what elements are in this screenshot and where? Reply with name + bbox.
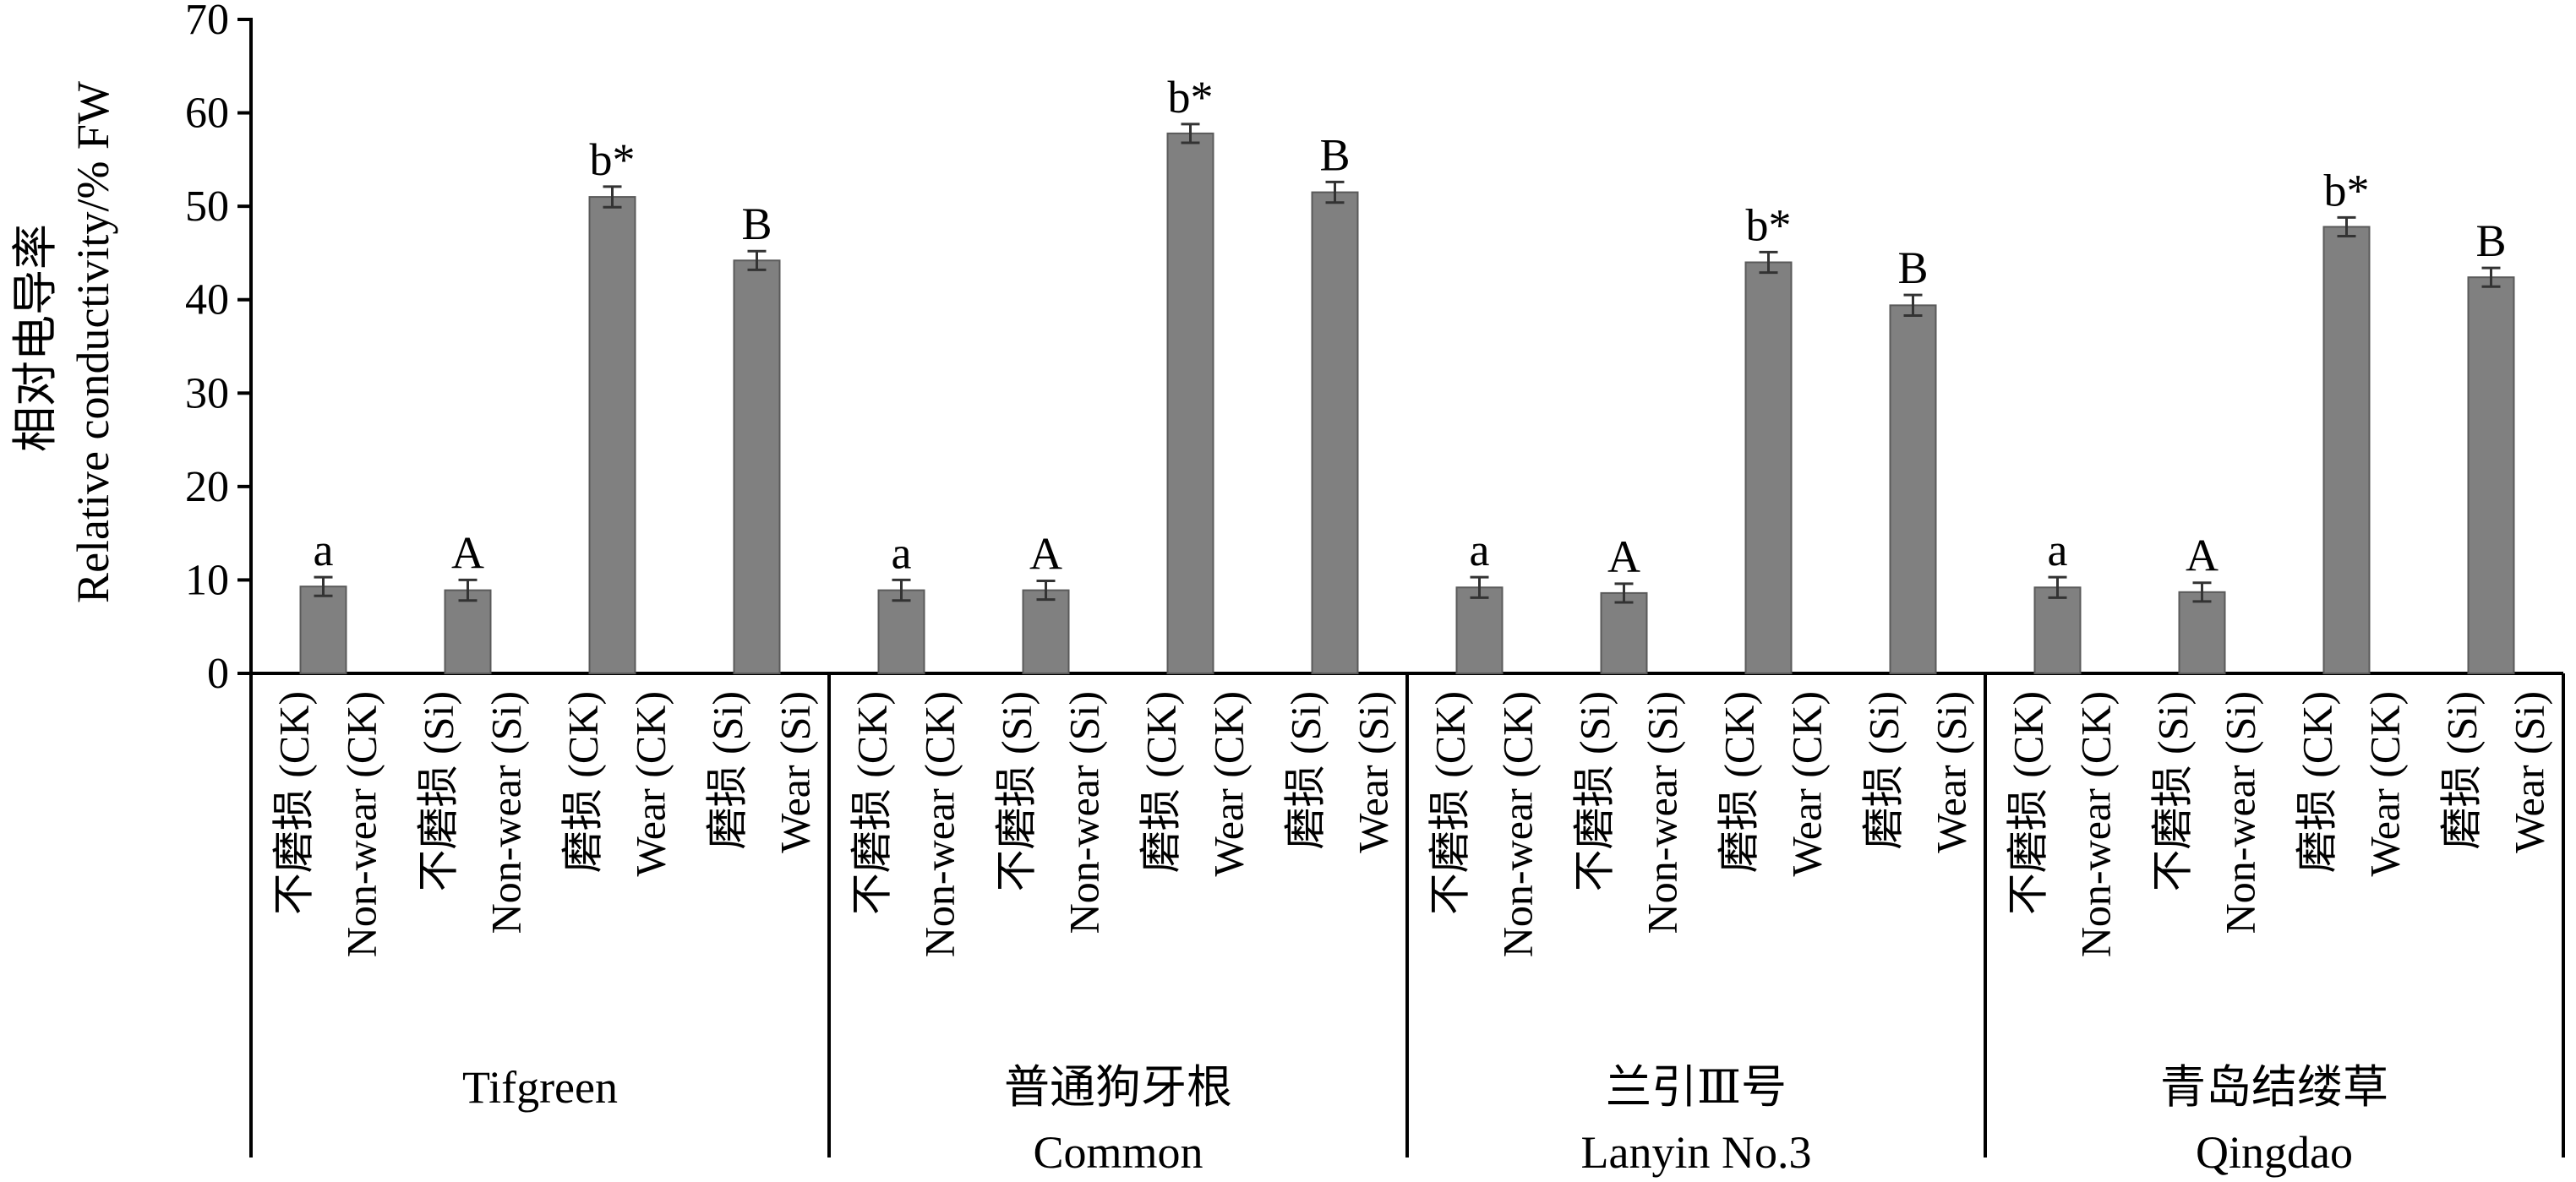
bar [444, 589, 492, 674]
group-label-zh: 普通狗牙根 [1004, 1062, 1232, 1113]
x-tick-label-en: Non-wear (Si) [1061, 691, 1108, 934]
bar [1022, 589, 1070, 674]
y-tick-label: 70 [185, 0, 229, 44]
significance-letter: B [1897, 242, 1928, 293]
bar [1600, 591, 1648, 674]
x-tick-label-zh: 磨损 (CK) [2294, 691, 2341, 873]
significance-letter: A [2186, 531, 2219, 581]
x-tick-label-en: Wear (CK) [1783, 691, 1831, 876]
y-axis-title: 相对电导率 Relative conductivity/% FW [10, 81, 118, 603]
x-tick-label-zh: 不磨损 (CK) [1427, 691, 1474, 915]
significance-letter: a [2048, 525, 2068, 575]
bar [299, 586, 347, 675]
bar [733, 259, 781, 674]
bar [588, 196, 636, 675]
bar [2322, 226, 2371, 674]
y-tick-label: 60 [185, 90, 229, 138]
x-tick-label-en: Non-wear (Si) [483, 691, 530, 934]
y-axis-title-en: Relative conductivity/% FW [68, 81, 118, 603]
x-tick-label-zh: 不磨损 (Si) [2149, 691, 2197, 892]
x-tick-label-en: Non-wear (Si) [2217, 691, 2264, 934]
y-axis-ticks: 0 10 20 30 40 50 60 70 [185, 0, 251, 698]
x-tick-label-zh: 不磨损 (CK) [849, 691, 896, 915]
x-tick-label-en: Non-wear (CK) [2072, 691, 2120, 957]
x-tick-label-zh: 磨损 (Si) [2438, 691, 2486, 850]
x-tick-label-zh: 磨损 (CK) [1138, 691, 1185, 873]
bar [877, 589, 925, 674]
group-label-en: Lanyin No.3 [1581, 1127, 1812, 1178]
significance-letter: A [1029, 529, 1062, 580]
significance-letter: A [451, 527, 484, 578]
significance-letter: a [314, 525, 334, 575]
significance-letter: B [1319, 129, 1350, 180]
group-label-zh: 青岛结缕草 [2160, 1062, 2388, 1113]
bar [2178, 591, 2226, 674]
x-tick-label-en: Non-wear (Si) [1639, 691, 1686, 934]
significance-letter: b* [2324, 165, 2370, 215]
significance-letter: a [1470, 525, 1490, 575]
x-axis-category-labels: 不磨损 (CK) Non-wear (CK) 不磨损 (Si) Non-wear (S… [270, 691, 2553, 957]
x-tick-label-en: Non-wear (CK) [916, 691, 963, 957]
y-tick-label: 20 [185, 463, 229, 511]
x-tick-label-zh: 磨损 (Si) [1860, 691, 1907, 850]
group-dividers [827, 673, 1987, 1157]
y-axis-title-zh: 相对电导率 [10, 224, 61, 452]
significance-letter: A [1607, 531, 1640, 582]
x-tick-label-zh: 磨损 (CK) [1716, 691, 1763, 873]
significance-letter: b* [590, 134, 636, 185]
x-tick-label-en: Wear (Si) [2506, 691, 2553, 853]
x-tick-label-en: Wear (CK) [1205, 691, 1253, 876]
bar [1166, 132, 1214, 674]
y-tick-label: 0 [207, 650, 229, 698]
bar [1889, 304, 1937, 674]
significance-letter: b* [1168, 72, 1214, 123]
significance-letters: a Ab* Ba Ab* Ba Ab* Ba Ab* B [314, 72, 2507, 582]
x-tick-label-en: Wear (Si) [1928, 691, 1975, 853]
x-tick-label-zh: 不磨损 (CK) [270, 691, 318, 915]
x-tick-label-en: Wear (Si) [1350, 691, 1397, 853]
bar [2033, 586, 2082, 675]
x-tick-label-zh: 不磨损 (Si) [415, 691, 462, 892]
bar [1744, 261, 1793, 674]
x-tick-label-zh: 磨损 (CK) [559, 691, 607, 873]
significance-letter: a [892, 527, 912, 578]
error-bars [314, 123, 2501, 604]
significance-letter: B [741, 199, 772, 249]
x-tick-label-en: Non-wear (CK) [338, 691, 385, 957]
y-tick-label: 50 [185, 182, 229, 231]
group-labels: Tifgreen 普通狗牙根 Common 兰引Ⅲ号 Lanyin No.3 青岛结缕草 Q… [462, 1062, 2388, 1178]
group-label-en: Qingdao [2196, 1127, 2353, 1178]
group-label-en: Common [1033, 1127, 1203, 1178]
x-tick-label-en: Non-wear (CK) [1494, 691, 1542, 957]
x-tick-label-zh: 不磨损 (Si) [993, 691, 1040, 892]
x-tick-label-en: Wear (CK) [627, 691, 674, 876]
bar [1311, 191, 1359, 675]
x-tick-label-zh: 磨损 (Si) [1282, 691, 1329, 850]
x-tick-label-zh: 磨损 (Si) [704, 691, 751, 850]
bars [299, 132, 2515, 675]
significance-letter: b* [1746, 199, 1792, 250]
x-tick-label-zh: 不磨损 (Si) [1571, 691, 1618, 892]
y-tick-label: 10 [185, 556, 229, 604]
bar [2467, 276, 2515, 674]
significance-letter: B [2475, 215, 2506, 266]
x-tick-label-en: Wear (Si) [772, 691, 819, 853]
group-label-zh: 兰引Ⅲ号 [1606, 1062, 1787, 1113]
x-tick-label-en: Wear (CK) [2361, 691, 2409, 876]
x-tick-label-zh: 不磨损 (CK) [2005, 691, 2052, 915]
bar [1455, 586, 1504, 675]
y-tick-label: 40 [185, 276, 229, 324]
group-label-en: Tifgreen [462, 1062, 618, 1113]
y-tick-label: 30 [185, 369, 229, 417]
